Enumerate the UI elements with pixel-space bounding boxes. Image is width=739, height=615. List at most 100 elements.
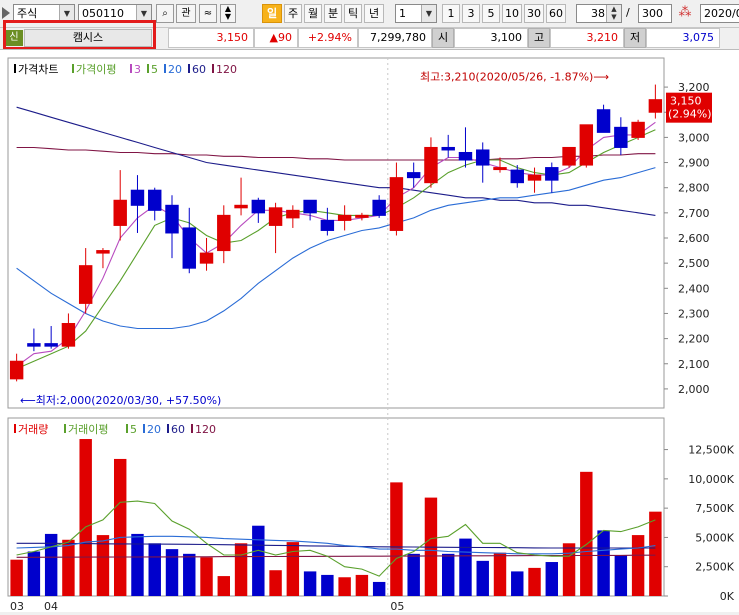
volume-bar: [528, 567, 541, 596]
candle-body: [27, 343, 41, 347]
volume-bar: [459, 538, 472, 596]
candle-body: [286, 209, 300, 219]
price-legend-marker: [188, 64, 190, 73]
quick-count-10[interactable]: 10: [502, 4, 522, 23]
period-week-button[interactable]: 주: [284, 4, 302, 23]
price-tick-label: 3,200: [678, 81, 710, 94]
price-ma20-line: [16, 167, 656, 330]
price-ma120-line: [16, 146, 656, 161]
price-tick-label: 2,600: [678, 232, 710, 245]
open-label: 시: [432, 28, 454, 48]
volume-tick-label: 10,000K: [688, 473, 734, 486]
price-tick-label: 2,700: [678, 207, 710, 220]
current-price: 3,150: [168, 28, 254, 48]
quick-count-30[interactable]: 30: [524, 4, 544, 23]
price-panel-frame: [7, 57, 665, 409]
candle-body: [476, 149, 490, 166]
volume-bar: [407, 553, 420, 596]
candle-body: [441, 146, 455, 151]
up-down-stepper[interactable]: ▲ ▼: [220, 4, 236, 23]
view-count-input[interactable]: 38 ▲ ▼: [576, 4, 622, 23]
volume-bar: [79, 439, 92, 596]
current-pct-label: (2.94%): [668, 108, 712, 121]
relation-button[interactable]: 관: [176, 4, 196, 23]
period-year-button[interactable]: 년: [364, 4, 384, 23]
candle-body: [78, 265, 93, 304]
volume-bar: [44, 533, 58, 596]
max-annotation: 최고:3,210(2020/05/26, -1.87%)⟶: [420, 71, 609, 84]
price-tick-label: 2,300: [678, 307, 710, 320]
volume-bar: [372, 581, 386, 596]
price-legend-item: 120: [216, 63, 237, 76]
quick-count-5[interactable]: 5: [482, 4, 500, 23]
candle-body: [631, 121, 645, 138]
period-unit-select[interactable]: 1 ▼: [395, 4, 437, 23]
quick-count-3[interactable]: 3: [462, 4, 480, 23]
price-change: ▲90: [254, 28, 298, 48]
price-legend-marker: [130, 64, 132, 73]
price-legend-marker: [14, 64, 16, 73]
candle-body: [337, 214, 352, 221]
volume-bar: [10, 559, 23, 596]
price-tick-label: 2,900: [678, 157, 710, 170]
volume-bar: [131, 533, 144, 596]
period-unit-value: 1: [399, 7, 406, 20]
volume-bar: [269, 570, 282, 596]
price-ma60-line: [16, 106, 656, 216]
chevron-down-icon: ▼: [136, 5, 151, 22]
candle-body: [648, 99, 663, 113]
volume-legend-item: 거래이평: [68, 423, 108, 436]
candle-body: [320, 219, 335, 231]
date-value: 2020/0: [704, 7, 739, 20]
chevron-down-icon: ▼: [421, 5, 436, 22]
quick-count-1[interactable]: 1: [442, 4, 460, 23]
candle-body: [44, 343, 58, 347]
window-arrow-icon: [2, 7, 10, 19]
price-legend-marker: [147, 64, 149, 73]
stock-code-input[interactable]: 050110 ▼: [78, 4, 152, 23]
candle-body: [130, 189, 145, 206]
chart-area[interactable]: 3,2003,1003,0002,9002,8002,7002,6002,500…: [0, 49, 739, 613]
volume-bar: [303, 571, 317, 596]
stock-name[interactable]: 캠시스: [24, 29, 152, 47]
candle-body: [234, 204, 248, 209]
search-button[interactable]: ⌕: [156, 4, 174, 23]
volume-legend-marker: [14, 424, 16, 433]
view-count-value: 38: [591, 7, 605, 20]
candle-body: [614, 126, 628, 148]
volume-legend-item: 120: [195, 423, 216, 436]
period-month-button[interactable]: 월: [304, 4, 322, 23]
period-day-button[interactable]: 일: [262, 4, 282, 23]
price-legend-item: 20: [168, 63, 182, 76]
total-count-input[interactable]: 300: [638, 4, 672, 23]
volume-bar: [96, 535, 110, 596]
volume-bar: [165, 549, 179, 596]
current-price-box: [666, 92, 712, 123]
quick-count-60[interactable]: 60: [546, 4, 566, 23]
volume-bar: [321, 574, 334, 596]
candle-body: [562, 146, 576, 166]
volume-bar: [217, 576, 231, 596]
market-value: 주식: [17, 7, 38, 20]
volume-bar: [649, 511, 662, 596]
period-tick-button[interactable]: 틱: [344, 4, 362, 23]
volume-bar: [511, 571, 524, 596]
period-minute-button[interactable]: 분: [324, 4, 342, 23]
volume-legend-item: 5: [130, 423, 137, 436]
stepper-icon[interactable]: ▲ ▼: [606, 5, 621, 22]
spin-icon-button[interactable]: ≈: [199, 4, 217, 23]
volume-bar: [562, 543, 576, 596]
volume-bar: [597, 530, 610, 596]
volume-legend-marker: [191, 424, 193, 433]
date-input[interactable]: 2020/0: [700, 4, 739, 23]
volume-tick-label: 0K: [720, 590, 735, 603]
candle-body: [217, 214, 231, 252]
price-tick-label: 3,000: [678, 131, 710, 144]
price-tick-label: 2,100: [678, 358, 710, 371]
settings-icon[interactable]: ⁂: [678, 5, 692, 20]
x-label-04: 04: [44, 600, 58, 612]
price-legend-marker: [164, 64, 166, 73]
price-tick-label: 2,500: [678, 257, 710, 270]
price-legend-item: 3: [134, 63, 141, 76]
candle-body: [148, 189, 162, 211]
